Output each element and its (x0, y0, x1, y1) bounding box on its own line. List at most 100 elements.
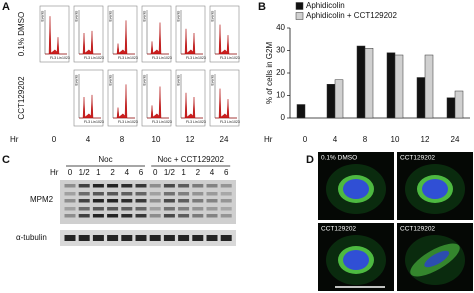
bar (446, 97, 456, 119)
hour-label: 8 (120, 135, 125, 144)
blot-band (178, 207, 190, 211)
histogram-peak (147, 22, 169, 55)
hour-label: 0 (52, 135, 57, 144)
blot-band (64, 184, 76, 188)
blot-band (163, 214, 175, 218)
blot-band (92, 235, 104, 241)
x-tick-label: 8 (363, 135, 368, 144)
axis-caption: FL3 Lin (84, 56, 96, 60)
group-label: Noc (98, 155, 112, 164)
axis-caption: Events (40, 11, 44, 22)
blot-band (149, 214, 161, 218)
x-tick-label: 4 (333, 135, 338, 144)
bar (416, 77, 426, 119)
blot-band (178, 192, 190, 196)
blot-band (107, 199, 119, 203)
blot-band (78, 235, 90, 241)
x-tick-label: 12 (421, 135, 430, 144)
bar (326, 84, 336, 119)
blot-band (64, 207, 76, 211)
panel-label: B (258, 1, 266, 13)
histogram-peak (113, 20, 135, 55)
histogram-peak (181, 28, 203, 55)
blot-band (220, 184, 232, 188)
y-tick-label: 20 (276, 68, 285, 77)
bar (386, 52, 396, 119)
x-axis-title: Hr (264, 135, 273, 144)
blot-band (78, 184, 90, 188)
blot-band (178, 235, 190, 241)
axis-caption: Events (142, 75, 146, 86)
bar (296, 104, 306, 119)
blot-band (149, 184, 161, 188)
axis-caption: Events (210, 75, 214, 86)
hour-label: 4 (86, 135, 91, 144)
axis-caption: 1023 (198, 56, 206, 60)
blot-band (192, 207, 204, 211)
blot-band (163, 184, 175, 188)
blot-band (107, 184, 119, 188)
histogram-peak (215, 88, 237, 119)
y-tick-label: 10 (276, 91, 285, 100)
axis-caption: 1023 (96, 56, 104, 60)
blot-band (92, 199, 104, 203)
group-label: Noc + CCT129202 (157, 155, 224, 164)
histogram-peak (79, 30, 101, 55)
blot-band (92, 207, 104, 211)
x-tick-label: 0 (303, 135, 308, 144)
axis-caption: FL3 Lin (220, 56, 232, 60)
legend-swatch (295, 2, 304, 10)
row-label: MPM2 (30, 195, 54, 204)
bar (394, 54, 404, 119)
panel-label: D (306, 154, 314, 166)
row-label: 0.1% DMSO (17, 12, 26, 56)
bar (454, 90, 464, 119)
axis-caption: 1023 (164, 56, 172, 60)
blot-band (135, 207, 147, 211)
y-axis-title: % of cells in G2M (265, 42, 274, 105)
axis-caption: Events (176, 75, 180, 86)
chromatin (343, 179, 369, 199)
lane-label: 4 (125, 168, 130, 177)
blot-band (107, 214, 119, 218)
blot-band (149, 192, 161, 196)
hr-label: Hr (10, 135, 19, 144)
y-tick-label: 0 (281, 113, 286, 122)
blot-band (121, 207, 133, 211)
axis-caption: 1023 (164, 120, 172, 124)
axis-caption: Events (108, 75, 112, 86)
lane-label: 1 (181, 168, 186, 177)
row-label: α-tubulin (16, 233, 47, 242)
blot-band (78, 207, 90, 211)
blot-band (107, 235, 119, 241)
blot-band (206, 214, 218, 218)
blot-band (192, 184, 204, 188)
axis-caption: FL3 Lin (186, 120, 198, 124)
bar (424, 54, 434, 119)
lane-label: 1/2 (79, 168, 91, 177)
hour-label: 10 (152, 135, 161, 144)
legend-label: Aphidicolin + CCT129202 (306, 11, 397, 20)
blot-band (178, 184, 190, 188)
blot-band (163, 235, 175, 241)
lane-label: 0 (153, 168, 158, 177)
blot-band (178, 214, 190, 218)
blot-band (107, 207, 119, 211)
hr-label: Hr (50, 168, 59, 177)
blot-band (206, 184, 218, 188)
axis-caption: 1023 (232, 120, 240, 124)
blot-band (64, 199, 76, 203)
legend-swatch (295, 12, 304, 20)
bar (356, 45, 366, 119)
axis-caption: 1023 (130, 120, 138, 124)
blot-band (220, 192, 232, 196)
blot-band (78, 192, 90, 196)
histogram-peak (113, 84, 135, 119)
axis-caption: 1023 (130, 56, 138, 60)
blot-band (220, 199, 232, 203)
panel-label: C (2, 154, 10, 166)
blot-band (220, 214, 232, 218)
histogram-peak (215, 24, 237, 55)
axis-caption: Events (176, 11, 180, 22)
histogram-peak (147, 86, 169, 119)
